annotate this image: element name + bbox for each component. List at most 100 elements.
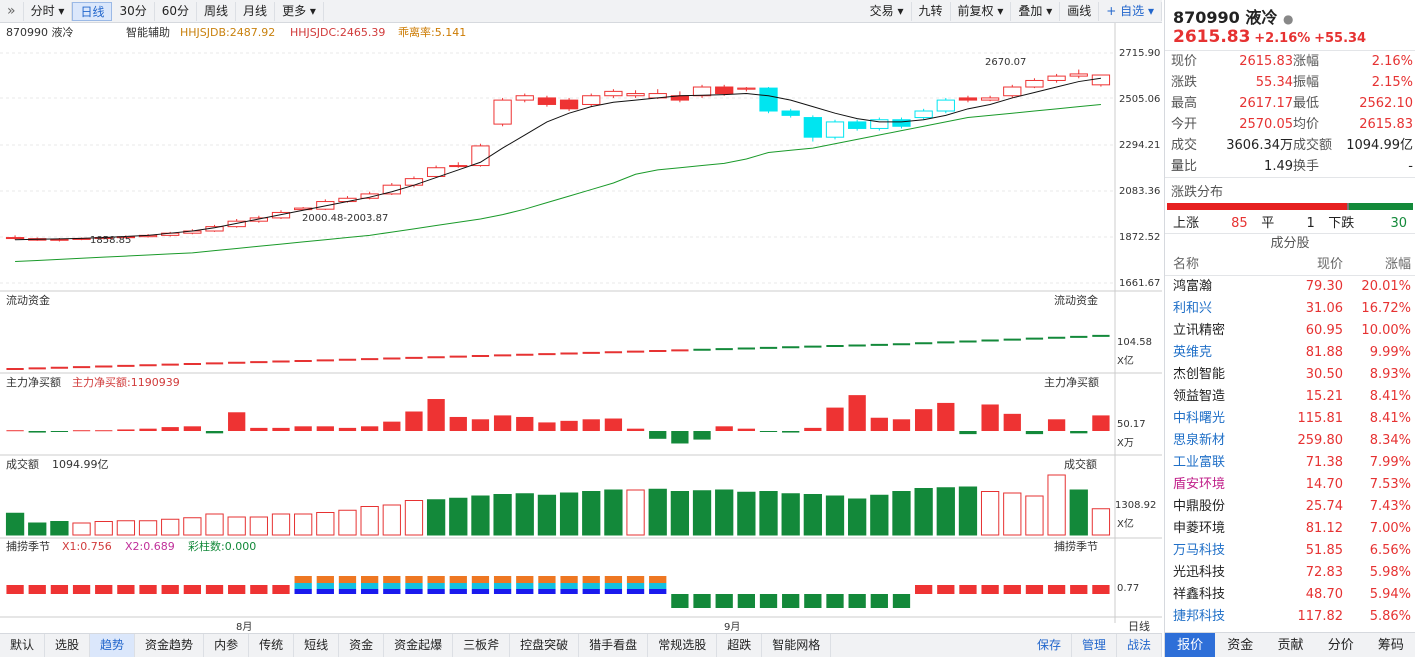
- adjust-dropdown[interactable]: 前复权 ▾: [951, 2, 1012, 21]
- constituent-row[interactable]: 中鼎股份 25.74 7.43%: [1165, 496, 1415, 518]
- more-dropdown[interactable]: 更多 ▾: [275, 1, 324, 21]
- smart-assist-toggle[interactable]: 智能辅助: [126, 25, 170, 39]
- price-tick: 2715.90: [1119, 48, 1160, 59]
- tab-weekly[interactable]: 周线: [197, 1, 237, 21]
- quote-tab-1[interactable]: 资金: [1227, 638, 1254, 653]
- add-watchlist-button[interactable]: + 自选 ▾: [1099, 2, 1162, 21]
- bottom-tab-13[interactable]: 超跌: [717, 634, 763, 657]
- main-net-bar: [6, 430, 24, 432]
- season-bar: [715, 594, 733, 608]
- quote-cell: 2617.17: [1239, 96, 1293, 111]
- bottom-tab-11[interactable]: 猎手看盘: [579, 634, 649, 657]
- distribution-bar: [1167, 203, 1414, 210]
- season-bar: [117, 585, 135, 594]
- collapse-icon[interactable]: »: [0, 1, 24, 21]
- turnover-bar: [404, 500, 424, 536]
- tab-30min[interactable]: 30分: [112, 1, 155, 21]
- quote-cell: 量比: [1171, 159, 1198, 174]
- high-price-label: 2670.07: [985, 57, 1026, 68]
- constituent-row[interactable]: 工业富联 71.38 7.99%: [1165, 452, 1415, 474]
- kline-chart-area[interactable]: 870990 液冷 智能辅助 HHJSJDB:2487.92 HHJSJDC:2…: [0, 23, 1162, 633]
- candle-body: [515, 95, 534, 101]
- constituent-row[interactable]: 申菱环境 81.12 7.00%: [1165, 518, 1415, 540]
- info-icon[interactable]: ●: [1282, 12, 1294, 26]
- indicator-hhjsjdc: HHJSJDC:2465.39: [290, 26, 385, 39]
- bottom-tab-6[interactable]: 短线: [294, 634, 340, 657]
- main-net-bar: [117, 429, 135, 431]
- low-price-label: 1858.85: [90, 235, 131, 246]
- constituent-row[interactable]: 利和兴 31.06 16.72%: [1165, 298, 1415, 320]
- candle-body: [471, 145, 490, 167]
- ma-line: [15, 103, 1101, 263]
- tab-60min[interactable]: 60分: [155, 1, 198, 21]
- tab-monthly[interactable]: 月线: [236, 1, 276, 21]
- quote-cell: 现价: [1171, 54, 1198, 69]
- period-select-dropdown[interactable]: 分时 ▾: [24, 1, 73, 21]
- quote-tab-4[interactable]: 筹码: [1377, 638, 1404, 653]
- constituent-row[interactable]: 中科曙光 115.81 8.41%: [1165, 408, 1415, 430]
- bottom-action-2[interactable]: 战法: [1117, 634, 1162, 657]
- season-bar: [516, 583, 534, 589]
- bottom-action-0[interactable]: 保存: [1027, 634, 1072, 657]
- mid-price-label: 2000.48-2003.87: [302, 213, 388, 224]
- constituent-pct: 9.99%: [1369, 345, 1411, 360]
- trade-button[interactable]: 交易 ▾: [863, 2, 912, 21]
- constituent-row[interactable]: 领益智造 15.21 8.41%: [1165, 386, 1415, 408]
- candle-body: [449, 165, 468, 168]
- price-tick: 1661.67: [1119, 278, 1160, 289]
- season-bar: [848, 594, 866, 608]
- season-bar: [449, 583, 467, 589]
- constituent-row[interactable]: 盾安环境 14.70 7.53%: [1165, 474, 1415, 496]
- bottom-tab-8[interactable]: 资金起爆: [384, 634, 454, 657]
- main-net-bar: [1092, 415, 1110, 431]
- jiuzhuan-button[interactable]: 九转: [912, 2, 951, 21]
- quote-cell: 均价: [1293, 117, 1320, 132]
- main-net-bars: [6, 395, 1110, 444]
- season-bar: [183, 585, 202, 594]
- quote-tab-0[interactable]: 报价: [1165, 633, 1216, 657]
- bottom-tab-12[interactable]: 常规选股: [648, 634, 718, 657]
- constituent-row[interactable]: 英维克 81.88 9.99%: [1165, 342, 1415, 364]
- constituent-row[interactable]: 鸿富瀚 79.30 20.01%: [1165, 276, 1415, 298]
- season-bars: [6, 576, 1110, 608]
- bottom-tab-1[interactable]: 选股: [45, 634, 91, 657]
- bottom-tab-3[interactable]: 资金趋势: [135, 634, 205, 657]
- overlay-dropdown[interactable]: 叠加 ▾: [1011, 2, 1061, 21]
- constituent-row[interactable]: 思泉新材 259.80 8.34%: [1165, 430, 1415, 452]
- constituent-row[interactable]: 杰创智能 30.50 8.93%: [1165, 364, 1415, 386]
- season-bar: [471, 589, 490, 594]
- constituent-row[interactable]: 万马科技 51.85 6.56%: [1165, 540, 1415, 562]
- price-tick: 2083.36: [1119, 186, 1160, 197]
- bottom-tab-2[interactable]: 趋势: [90, 634, 136, 657]
- turnover-bar: [183, 517, 202, 536]
- candle-body: [1025, 79, 1044, 88]
- constituent-row[interactable]: 捷邦科技 117.82 5.86%: [1165, 606, 1415, 628]
- bottom-tab-5[interactable]: 传统: [249, 634, 295, 657]
- turnover-panel-title: 成交额: [6, 457, 39, 471]
- quote-tab-3[interactable]: 分价: [1327, 638, 1354, 653]
- season-bar: [493, 576, 512, 583]
- draw-line-button[interactable]: 画线: [1060, 2, 1100, 21]
- constituent-row[interactable]: 立讯精密 60.95 10.00%: [1165, 320, 1415, 342]
- tab-daily[interactable]: 日线: [72, 1, 113, 21]
- bottom-action-1[interactable]: 管理: [1072, 634, 1117, 657]
- main-net-bar: [405, 411, 423, 431]
- moving-average-lines: [15, 77, 1101, 263]
- main-net-bar: [560, 420, 578, 431]
- constituent-row[interactable]: 光迅科技 72.83 5.98%: [1165, 562, 1415, 584]
- bottom-tab-14[interactable]: 智能网格: [762, 634, 832, 657]
- season-bar: [516, 589, 534, 594]
- constituent-row[interactable]: 祥鑫科技 48.70 5.94%: [1165, 584, 1415, 606]
- main-net-bar: [250, 427, 268, 431]
- bottom-tab-0[interactable]: 默认: [0, 634, 46, 657]
- bottom-tab-10[interactable]: 控盘突破: [510, 634, 580, 657]
- bottom-tab-7[interactable]: 资金: [339, 634, 385, 657]
- quote-tab-2[interactable]: 贡献: [1277, 638, 1304, 653]
- bottom-tab-9[interactable]: 三板斧: [453, 634, 511, 657]
- constituent-pct: 8.93%: [1369, 367, 1411, 382]
- bottom-tab-4[interactable]: 内参: [204, 634, 250, 657]
- season-bar: [405, 583, 423, 589]
- turnover-bar: [604, 489, 623, 536]
- season-bar: [6, 585, 24, 594]
- candle-body: [936, 99, 955, 112]
